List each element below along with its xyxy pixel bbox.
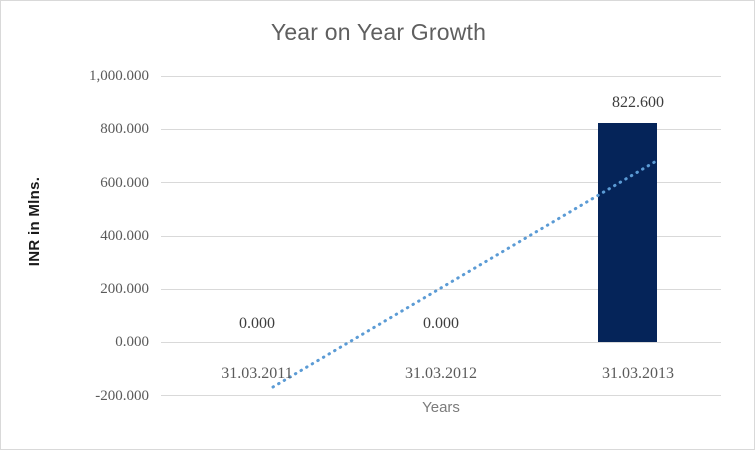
- x-tick-label-31-03-2011: 31.03.2011: [221, 365, 293, 382]
- gridline-1000: [161, 76, 721, 77]
- gridline-0: [161, 341, 721, 343]
- y-tick-label-600: 600.000: [100, 175, 149, 191]
- y-tick-label-400: 400.000: [100, 228, 149, 244]
- x-axis-title: Years: [422, 399, 460, 416]
- data-label-31-03-2011: 0.000: [239, 315, 275, 332]
- y-tick-label-minus200: -200.000: [95, 388, 149, 404]
- gridline-minus200: [161, 395, 721, 396]
- gridline-800: [161, 129, 721, 131]
- y-tick-label-200: 200.000: [100, 281, 149, 297]
- bar-31-03-2013[interactable]: [598, 123, 658, 342]
- y-tick-label-1000: 1,000.000: [89, 68, 149, 84]
- x-tick-label-31-03-2013: 31.03.2013: [602, 365, 674, 382]
- y-tick-label-0: 0.000: [115, 334, 149, 350]
- x-tick-label-31-03-2012: 31.03.2012: [405, 365, 477, 382]
- data-label-31-03-2012: 0.000: [423, 315, 459, 332]
- plot-area: [161, 76, 721, 396]
- y-tick-label-800: 800.000: [100, 121, 149, 137]
- chart-title: Year on Year Growth: [270, 19, 487, 45]
- data-label-31-03-2013: 822.600: [612, 94, 664, 111]
